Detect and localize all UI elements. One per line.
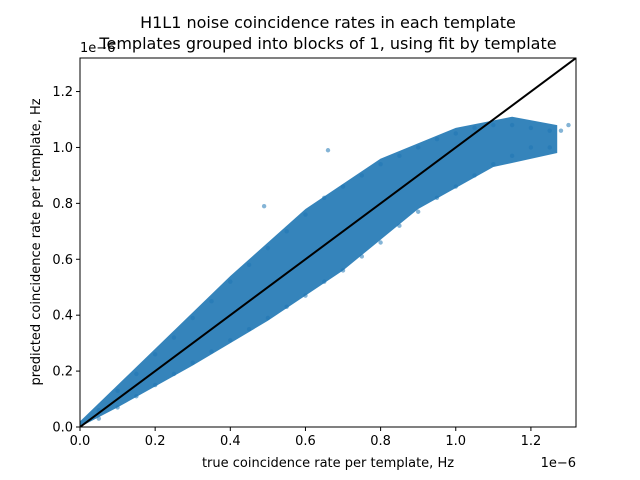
x-tick-label: 0.8	[370, 434, 391, 449]
x-axis-label: true coincidence rate per template, Hz	[202, 456, 454, 471]
scatter-point	[528, 125, 534, 131]
scatter-point	[209, 349, 214, 354]
x-tick-label: 0.2	[145, 434, 166, 449]
x-tick-label: 0.4	[220, 434, 241, 449]
scatter-point	[96, 416, 101, 421]
scatter-cloud	[80, 116, 558, 427]
scatter-point	[378, 162, 383, 167]
scatter-point	[261, 203, 267, 209]
scatter-point	[322, 195, 327, 200]
scatter-point	[491, 122, 496, 128]
chart-subtitle: Templates grouped into blocks of 1, usin…	[98, 34, 556, 53]
scatter-point	[115, 388, 120, 393]
scatter-point	[528, 145, 534, 150]
scatter-point	[246, 326, 252, 332]
scatter-point	[434, 195, 440, 200]
x-tick-label: 1.2	[521, 434, 542, 449]
scatter-point	[491, 162, 496, 167]
scatter-points	[80, 122, 571, 427]
scatter-point	[265, 245, 271, 251]
scatter-point	[453, 184, 458, 189]
scatter-point	[303, 293, 308, 298]
scatter-point	[171, 371, 177, 377]
x-axis-offset: 1e−6	[541, 456, 576, 471]
scatter-point	[190, 360, 195, 365]
scatter-point	[134, 394, 139, 399]
scatter-point	[472, 173, 477, 178]
scatter-point	[359, 173, 365, 178]
scatter-point	[378, 240, 383, 245]
scatter-point	[115, 405, 120, 410]
scatter-point	[209, 299, 214, 304]
scatter-point	[397, 153, 402, 159]
scatter-point	[322, 279, 327, 284]
x-tick-label: 0.0	[70, 434, 91, 449]
scatter-point	[509, 153, 515, 159]
scatter-point	[152, 382, 158, 388]
scatter-point	[359, 254, 365, 259]
scatter-point	[509, 122, 515, 128]
scatter-point	[134, 371, 139, 377]
scatter-point	[265, 315, 271, 321]
scatter-point	[472, 125, 477, 131]
x-axis: 0.0 0.2 0.4 0.6 0.8 1.0 1.2	[70, 427, 542, 449]
y-tick-label: 0.4	[52, 309, 73, 324]
scatter-point	[415, 145, 421, 150]
scatter-point	[415, 209, 421, 214]
scatter-point	[303, 212, 308, 217]
scatter-point	[340, 268, 346, 273]
reference-line-group	[80, 58, 576, 427]
scatter-point	[190, 315, 195, 321]
y-tick-label: 0.2	[52, 365, 73, 380]
scatter-point	[152, 352, 158, 357]
scatter-point	[547, 128, 552, 133]
scatter-point	[434, 136, 440, 142]
scatter-point	[325, 148, 331, 153]
y-tick-label: 1.0	[52, 141, 73, 156]
scatter-point	[547, 145, 552, 150]
scatter-point	[453, 131, 458, 136]
plot-frame	[79, 57, 577, 428]
y-tick-label: 0.8	[52, 197, 73, 212]
scatter-point	[397, 223, 402, 228]
x-tick-label: 1.0	[445, 434, 466, 449]
point-density-band	[80, 116, 558, 427]
scatter-point	[171, 335, 177, 340]
y-tick-label: 0.6	[52, 253, 73, 268]
scatter-point	[246, 262, 252, 268]
scatter-point	[228, 338, 233, 343]
scatter-point	[558, 128, 564, 133]
scatter-point	[284, 304, 289, 309]
y-tick-label: 0.0	[52, 421, 73, 436]
y-axis-offset: 1e−6	[80, 41, 115, 56]
scatter-point	[228, 279, 233, 284]
x-tick-label: 0.6	[295, 434, 316, 449]
scatter-point	[566, 122, 571, 128]
scatter-point	[284, 229, 289, 234]
scatter-point	[340, 184, 346, 189]
y-axis: 0.0 0.2 0.4 0.6 0.8 1.0 1.2	[52, 85, 80, 436]
y-axis-label: predicted coincidence rate per template,…	[29, 98, 44, 385]
y-tick-label: 1.2	[52, 85, 73, 100]
reference-line	[80, 58, 576, 427]
chart-title: H1L1 noise coincidence rates in each tem…	[140, 13, 516, 32]
